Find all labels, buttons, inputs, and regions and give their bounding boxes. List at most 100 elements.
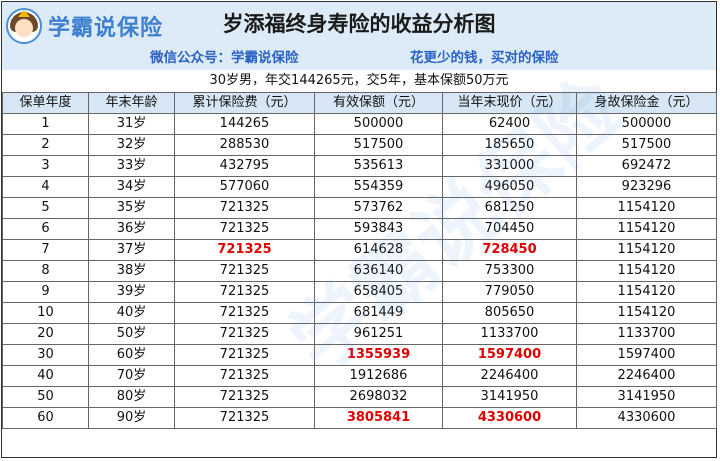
table-row: 30 60岁 721325 1355939 1597400 1597400 [2, 344, 717, 366]
table-cell: 1 [2, 113, 89, 135]
table-cell: 1154120 [576, 218, 717, 240]
table-cell: 1597400 [442, 344, 577, 366]
table-cell: 721325 [174, 239, 315, 261]
table-cell: 1133700 [442, 323, 577, 345]
table-cell: 9 [2, 281, 89, 303]
table-cell: 3805841 [314, 407, 443, 429]
table-cell: 4330600 [576, 407, 717, 429]
table-row: 4 34岁 577060 554359 496050 923296 [2, 176, 717, 198]
table-cell: 20 [2, 323, 89, 345]
table-cell: 573762 [314, 197, 443, 219]
table-cell: 35岁 [88, 197, 175, 219]
table-cell: 3141950 [576, 386, 717, 408]
table-cell: 432795 [174, 155, 315, 177]
table-cell: 1154120 [576, 281, 717, 303]
table-cell: 779050 [442, 281, 577, 303]
table-cell: 517500 [576, 134, 717, 156]
table-cell: 2 [2, 134, 89, 156]
table-cell: 721325 [174, 302, 315, 324]
table-cell: 721325 [174, 281, 315, 303]
table-row: 20 50岁 721325 961251 1133700 1133700 [2, 323, 717, 345]
table-cell: 50岁 [88, 323, 175, 345]
table-cell: 636140 [314, 260, 443, 282]
table-row: 5 35岁 721325 573762 681250 1154120 [2, 197, 717, 219]
table-cell: 4 [2, 176, 89, 198]
table-cell: 681449 [314, 302, 443, 324]
table-cell: 3141950 [442, 386, 577, 408]
table-cell: 40岁 [88, 302, 175, 324]
table-cell: 692472 [576, 155, 717, 177]
table-cell: 32岁 [88, 134, 175, 156]
table-cell: 62400 [442, 113, 577, 135]
table-row: 2 32岁 288530 517500 185650 517500 [2, 134, 717, 156]
table-body: 1 31岁 144265 500000 62400 500000 2 32岁 288530 517… [2, 113, 717, 429]
table-cell: 721325 [174, 386, 315, 408]
avatar-icon [6, 8, 42, 44]
table-cell: 37岁 [88, 239, 175, 261]
table-cell: 8 [2, 260, 89, 282]
header-banner: 学霸说保险 岁添福终身寿险的收益分析图 微信公众号：学霸说保险 花更少的钱，买对… [2, 2, 716, 71]
benefit-table: 保单年度 年末年龄 累计保险费（元） 有效保额（元） 当年末现价（元） 身故保险金（元） … [2, 92, 717, 429]
table-row: 6 36岁 721325 593843 704450 1154120 [2, 218, 717, 240]
table-cell: 10 [2, 302, 89, 324]
table-cell: 39岁 [88, 281, 175, 303]
table-row: 8 38岁 721325 636140 753300 1154120 [2, 260, 717, 282]
table-row: 9 39岁 721325 658405 779050 1154120 [2, 281, 717, 303]
table-cell: 30 [2, 344, 89, 366]
table-cell: 1133700 [576, 323, 717, 345]
table-cell: 593843 [314, 218, 443, 240]
table-cell: 577060 [174, 176, 315, 198]
table-cell: 721325 [174, 218, 315, 240]
table-cell: 1154120 [576, 302, 717, 324]
table-cell: 805650 [442, 302, 577, 324]
table-cell: 753300 [442, 260, 577, 282]
table-cell: 721325 [174, 365, 315, 387]
table-cell: 614628 [314, 239, 443, 261]
table-cell: 1154120 [576, 197, 717, 219]
table-cell: 1912686 [314, 365, 443, 387]
table-cell: 36岁 [88, 218, 175, 240]
table-cell: 5 [2, 197, 89, 219]
table-cell: 721325 [174, 344, 315, 366]
brand-logo: 学霸说保险 [6, 6, 176, 46]
table-cell: 80岁 [88, 386, 175, 408]
table-cell: 535613 [314, 155, 443, 177]
table-cell: 1597400 [576, 344, 717, 366]
table-cell: 40 [2, 365, 89, 387]
table-cell: 7 [2, 239, 89, 261]
table-cell: 721325 [174, 197, 315, 219]
table-cell: 2698032 [314, 386, 443, 408]
table-row: 10 40岁 721325 681449 805650 1154120 [2, 302, 717, 324]
table-cell: 1154120 [576, 239, 717, 261]
column-header: 保单年度 [2, 92, 89, 114]
column-header: 累计保险费（元） [174, 92, 315, 114]
table-cell: 496050 [442, 176, 577, 198]
table-row: 50 80岁 721325 2698032 3141950 3141950 [2, 386, 717, 408]
table-cell: 3 [2, 155, 89, 177]
table-cell: 90岁 [88, 407, 175, 429]
table-cell: 50 [2, 386, 89, 408]
table-cell: 961251 [314, 323, 443, 345]
table-row: 3 33岁 432795 535613 331000 692472 [2, 155, 717, 177]
table-cell: 704450 [442, 218, 577, 240]
table-cell: 500000 [576, 113, 717, 135]
table-cell: 2246400 [576, 365, 717, 387]
table-cell: 658405 [314, 281, 443, 303]
table-cell: 500000 [314, 113, 443, 135]
policy-summary: 30岁男，年交144265元，交5年，基本保额50万元 [2, 70, 716, 93]
table-cell: 681250 [442, 197, 577, 219]
table-cell: 1154120 [576, 260, 717, 282]
table-row: 7 37岁 721325 614628 728450 1154120 [2, 239, 717, 261]
column-header: 有效保额（元） [314, 92, 443, 114]
table-cell: 728450 [442, 239, 577, 261]
logo-text: 学霸说保险 [48, 16, 164, 41]
table-cell: 31岁 [88, 113, 175, 135]
table-row: 1 31岁 144265 500000 62400 500000 [2, 113, 717, 135]
table-cell: 33岁 [88, 155, 175, 177]
table-cell: 1355939 [314, 344, 443, 366]
table-row: 60 90岁 721325 3805841 4330600 4330600 [2, 407, 717, 429]
column-header: 年末年龄 [88, 92, 175, 114]
page-title: 岁添福终身寿险的收益分析图 [222, 12, 496, 36]
table-cell: 2246400 [442, 365, 577, 387]
table-cell: 721325 [174, 260, 315, 282]
